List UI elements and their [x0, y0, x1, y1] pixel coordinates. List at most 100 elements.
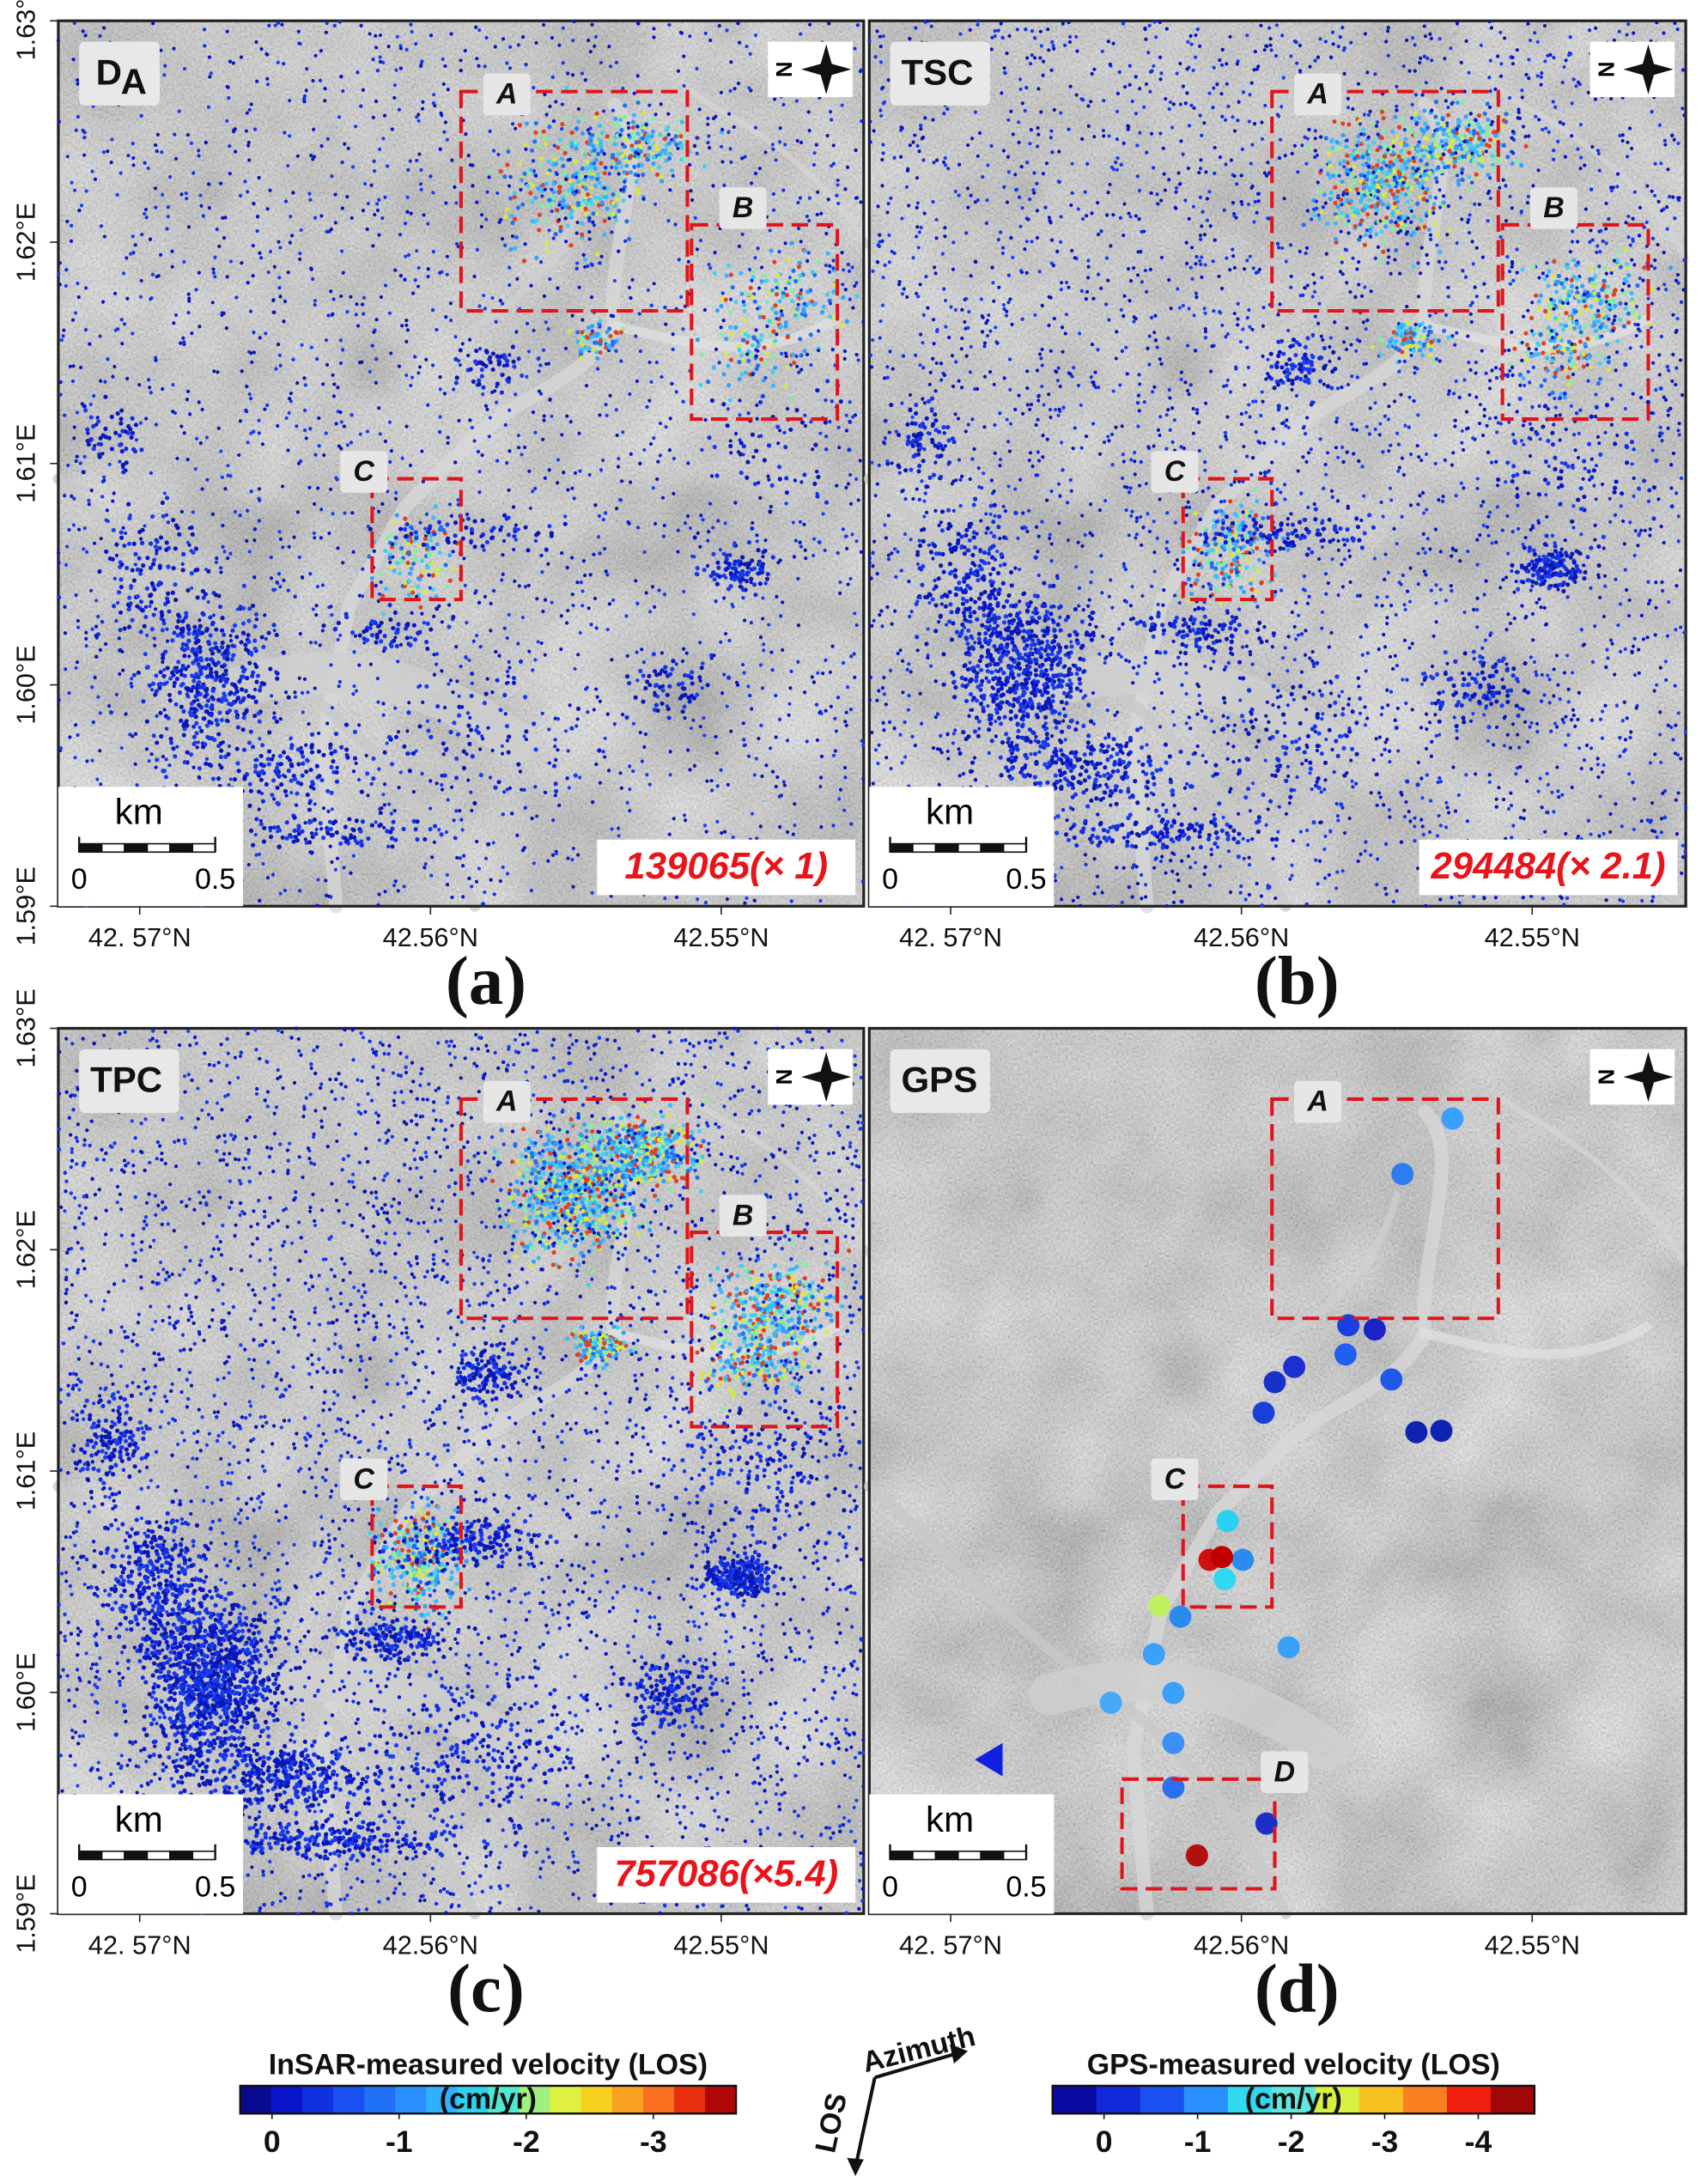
insar-point — [636, 74, 640, 77]
insar-point — [546, 171, 550, 175]
insar-point — [742, 300, 745, 303]
insar-point — [380, 216, 384, 220]
insar-point — [277, 343, 280, 346]
insar-point — [371, 757, 375, 761]
insar-point — [428, 524, 432, 528]
insar-point — [266, 207, 270, 210]
insar-point — [417, 724, 422, 728]
insar-point — [136, 783, 139, 787]
insar-point — [94, 676, 97, 679]
insar-point — [593, 341, 597, 345]
insar-point — [510, 221, 514, 225]
insar-point — [544, 477, 547, 480]
insar-point — [388, 460, 392, 464]
insar-point — [610, 230, 613, 234]
insar-point — [269, 829, 272, 832]
insar-point — [1054, 774, 1058, 778]
insar-point — [190, 142, 193, 145]
insar-point — [131, 416, 135, 421]
insar-point — [421, 100, 424, 104]
insar-point — [475, 201, 478, 204]
insar-point — [570, 314, 574, 318]
insar-point — [358, 633, 362, 637]
insar-point — [552, 763, 556, 768]
insar-point — [583, 182, 587, 186]
insar-point — [776, 282, 781, 286]
insar-point — [569, 420, 573, 423]
insar-point — [210, 622, 215, 626]
insar-point — [807, 110, 811, 113]
insar-point — [512, 676, 516, 680]
insar-point — [380, 580, 383, 584]
insar-point — [243, 179, 246, 183]
insar-point — [547, 125, 551, 129]
insar-point — [380, 502, 384, 506]
insar-point — [1079, 646, 1084, 650]
insar-point — [535, 814, 538, 818]
insar-point — [680, 32, 684, 35]
insar-point — [537, 143, 541, 148]
insar-point — [307, 192, 311, 196]
insar-point — [456, 732, 460, 737]
insar-point — [762, 642, 765, 646]
insar-point — [666, 704, 669, 708]
insar-point — [523, 446, 526, 449]
insar-point — [134, 422, 138, 427]
insar-point — [477, 382, 481, 386]
insar-point — [727, 112, 731, 116]
insar-point — [508, 787, 512, 790]
insar-point — [311, 835, 315, 839]
insar-point — [84, 644, 88, 647]
insar-point — [403, 580, 407, 585]
insar-point — [453, 460, 457, 464]
insar-point — [537, 640, 540, 643]
insar-point — [336, 546, 339, 550]
insar-point — [344, 747, 349, 751]
insar-point — [793, 824, 796, 827]
insar-point — [378, 629, 382, 634]
insar-point — [350, 413, 354, 416]
insar-point — [620, 479, 623, 483]
insar-point — [486, 726, 489, 730]
insar-point — [737, 82, 740, 85]
insar-point — [176, 619, 180, 623]
insar-point — [757, 286, 761, 289]
insar-point — [181, 568, 185, 572]
insar-point — [73, 21, 76, 25]
insar-point — [648, 782, 652, 786]
insar-point — [714, 115, 717, 119]
insar-point — [798, 541, 801, 544]
insar-point — [668, 832, 672, 836]
insar-point — [604, 166, 607, 169]
insar-point — [1034, 606, 1038, 611]
insar-point — [568, 158, 572, 161]
insar-point — [254, 833, 258, 836]
insar-point — [603, 195, 607, 199]
insar-point — [415, 159, 418, 162]
insar-point — [748, 268, 751, 271]
insar-point — [605, 569, 608, 573]
insar-point — [212, 271, 216, 275]
insar-point — [464, 132, 467, 136]
insar-point — [205, 757, 209, 761]
insar-point — [183, 673, 187, 678]
insar-point — [359, 24, 362, 27]
insar-point — [396, 659, 399, 663]
insar-point — [130, 682, 133, 685]
insar-point — [688, 699, 692, 703]
insar-point — [599, 161, 603, 166]
insar-point — [331, 807, 334, 811]
insar-point — [257, 176, 260, 179]
insar-point — [409, 525, 413, 529]
insar-point — [647, 398, 651, 402]
insar-point — [210, 651, 215, 655]
insar-point — [990, 739, 994, 743]
insar-point — [586, 192, 590, 197]
insar-point — [601, 459, 605, 462]
insar-point — [448, 502, 452, 506]
insar-point — [707, 530, 710, 533]
insar-point — [252, 202, 255, 205]
insar-point — [364, 628, 368, 632]
insar-point — [513, 216, 517, 221]
insar-point — [238, 514, 241, 517]
